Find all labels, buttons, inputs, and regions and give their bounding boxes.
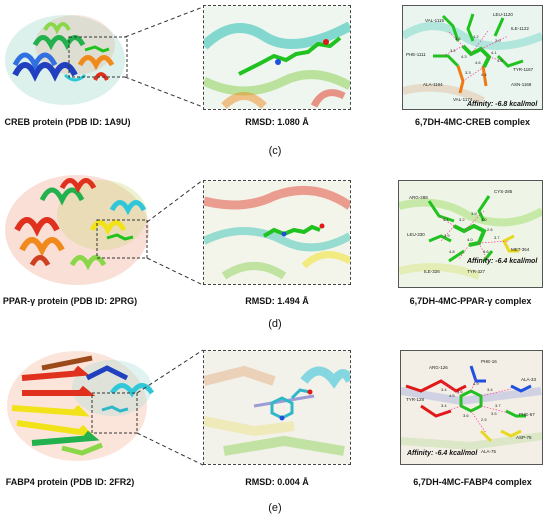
distance-label: 4.1: [443, 217, 449, 222]
distance-label: 3.6: [457, 389, 463, 394]
complex-caption: 6,7DH-4MC-CREB complex: [414, 117, 531, 127]
rmsd-caption: RMSD: 0.004 Å: [245, 477, 309, 487]
residue-label: CYS-285: [494, 189, 513, 194]
protein-caption: CREB protein (PDB ID: 1A9U): [4, 117, 131, 127]
distance-label: 3.7: [494, 235, 500, 240]
creb-complex-image: VAL-1115 LEU-1120 ILE-1122 PHE-1111 TYR-…: [402, 5, 543, 110]
residue-label: TYR-327: [467, 269, 486, 274]
complex-caption: 6,7DH-4MC-PPAR-γ complex: [409, 296, 532, 306]
residue-label: VAL-1115: [425, 18, 445, 23]
zoom-connector-d: [146, 179, 204, 286]
distance-label: 2.5: [481, 417, 487, 422]
residue-label: LEU-1120: [493, 12, 513, 17]
residue-label: PHE-57: [519, 412, 535, 417]
distance-label: 2.6: [487, 227, 493, 232]
subfigure-label-c: (c): [268, 145, 282, 157]
ppar-complex-image: ARG-288 CYS-285 LEU-330 MET-364 ILE-326 …: [398, 180, 543, 288]
distance-label: 4.8: [449, 249, 455, 254]
distance-label: 3.2: [450, 48, 456, 53]
distance-label: 3.4: [441, 403, 447, 408]
row-e: ARG-126 PHE-16 ALA-33 TYR-128 PHE-57 ALA…: [0, 340, 550, 523]
affinity-label: Affinity: -6.4 kcal/mol: [466, 258, 538, 265]
residue-label: ILE-326: [424, 269, 440, 274]
distance-label: 4.4: [481, 72, 487, 77]
distance-label: 3.3: [465, 70, 471, 75]
distance-label: 4.0: [497, 58, 503, 63]
distance-label: 4.6: [475, 60, 481, 65]
creb-protein-image: [5, 5, 130, 110]
ppar-binding-site-zoom: [203, 180, 351, 285]
distance-label: 4.2: [473, 34, 479, 39]
residue-label: ALA-1164: [423, 82, 443, 87]
residue-label: ILE-1122: [511, 26, 529, 31]
distance-label: 3.2: [459, 217, 465, 222]
distance-label: 3.6: [483, 249, 489, 254]
distance-label: 3.4: [455, 36, 461, 41]
residue-label: LEU-330: [407, 232, 425, 237]
distance-label: 4.1: [491, 50, 497, 55]
protein-caption: PPAR-γ protein (PDB ID: 2PRG): [2, 296, 138, 306]
zoom-connector-e: [136, 349, 204, 466]
residue-label: VAL-1174: [453, 97, 473, 102]
distance-label: 3.5: [491, 411, 497, 416]
distance-label: 3.9: [495, 38, 501, 43]
protein-caption: FABP4 protein (PDB ID: 2FR2): [5, 477, 135, 487]
distance-label: 3.6: [463, 413, 469, 418]
distance-label: 4.5: [449, 393, 455, 398]
residue-label: ALA-33: [521, 377, 537, 382]
rmsd-caption: RMSD: 1.494 Å: [245, 296, 309, 306]
distance-label: 3.4: [487, 387, 493, 392]
residue-label: MET-364: [511, 247, 530, 252]
row-c: VAL-1115 LEU-1120 ILE-1122 PHE-1111 TYR-…: [0, 0, 550, 160]
distance-label: 4.0: [467, 237, 473, 242]
residue-label: ASP-76: [516, 435, 532, 440]
distance-label: 3.7: [495, 403, 501, 408]
distance-label: 4.3: [461, 54, 467, 59]
fabp4-protein-image: [2, 348, 157, 466]
residue-label: ASN-1168: [511, 82, 532, 87]
distance-label: 3.4: [441, 387, 447, 392]
residue-label: TYR-128: [406, 397, 425, 402]
distance-label: 3.9: [444, 233, 450, 238]
residue-label: ARG-126: [429, 365, 448, 370]
ppar-protein-image: [2, 170, 162, 288]
distance-label: 4.9: [473, 381, 479, 386]
residue-label: ARG-288: [409, 195, 428, 200]
distance-label: 4.0: [481, 217, 487, 222]
residue-label: PHE-16: [481, 359, 497, 364]
fabp4-binding-site-zoom: [203, 350, 351, 465]
residue-label: ALA-75: [481, 449, 497, 454]
residue-label: PHE-1111: [406, 52, 426, 57]
residue-label: TYR-1167: [513, 67, 534, 72]
subfigure-label-e: (e): [268, 502, 282, 514]
creb-binding-site-zoom: [203, 5, 351, 110]
row-d: ARG-288 CYS-285 LEU-330 MET-364 ILE-326 …: [0, 170, 550, 335]
affinity-label: Affinity: -6.4 kcal/mol: [406, 450, 478, 457]
rmsd-caption: RMSD: 1.080 Å: [245, 117, 309, 127]
complex-caption: 6,7DH-4MC-FABP4 complex: [413, 477, 532, 487]
subfigure-label-d: (d): [268, 318, 282, 330]
affinity-label: Affinity: -6.8 kcal/mol: [466, 101, 538, 108]
fabp4-complex-image: ARG-126 PHE-16 ALA-33 TYR-128 PHE-57 ALA…: [400, 350, 543, 465]
distance-label: 3.9: [471, 211, 477, 216]
